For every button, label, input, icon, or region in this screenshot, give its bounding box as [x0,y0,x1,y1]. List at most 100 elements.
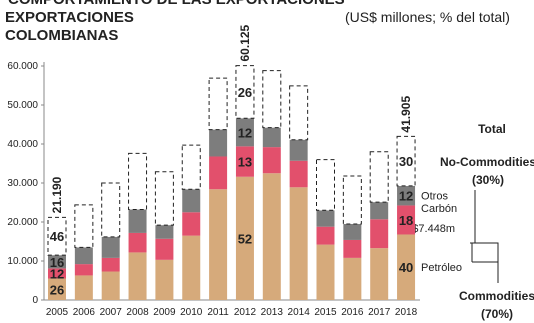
bar-segment [48,268,66,279]
total-label: 21.190 [50,176,64,213]
bar-segment [209,189,228,300]
x-tick-label: 2011 [207,307,229,318]
bar-segment [128,232,147,253]
chart-subtitle: COLOMBIANAS [5,27,118,44]
bar-segment [74,204,94,248]
group-label: Total [478,122,506,136]
y-tick-label: 60.000 [7,61,38,72]
total-label: 60.125 [238,24,252,61]
bar-segment [155,238,174,260]
group-label: (30%) [472,173,504,187]
bar-segment [396,135,416,187]
bar-segment [370,219,389,249]
bar-segment [101,182,121,238]
bar-segment [397,205,416,235]
bar-segment [208,77,228,131]
share-label: 16 [50,255,64,270]
share-label: 26 [50,282,64,297]
share-label: 18 [399,213,413,228]
bar-segment [316,244,335,300]
bar-segment [343,223,362,240]
x-tick-label: 2005 [46,307,69,318]
x-tick-label: 2012 [234,307,257,318]
y-tick-label: 10.000 [7,256,38,267]
legend-label: Otros [421,191,448,203]
share-label: 12 [50,266,64,281]
bar-segment [289,187,308,300]
bar-segment [181,144,201,190]
bar-segment [343,257,362,300]
bar-segment [182,235,201,300]
share-label: 12 [238,125,252,140]
bar-segment [128,252,147,300]
x-tick-label: 2017 [368,307,391,318]
y-tick-label: 40.000 [7,139,38,150]
bar-segment [235,118,254,147]
bar-segment [101,271,120,300]
share-label: 40 [399,260,413,275]
bar-segment [101,257,120,272]
share-label: 30 [399,154,413,169]
share-label: 26 [238,85,252,100]
share-label: 52 [238,231,252,246]
bar-segment [316,159,335,211]
bar-segment [47,216,67,256]
bar-segment [343,239,362,258]
bar-segment [48,278,66,300]
bar-segment [397,185,416,206]
x-tick-label: 2007 [100,307,123,318]
bar-segment [342,175,362,225]
legend-label: Petróleo [421,262,462,274]
group-label: Commodities [459,289,534,303]
share-label: 46 [50,229,64,244]
bar-segment [209,129,228,157]
bar-segment [289,160,308,188]
bar-segment [74,247,93,265]
bar-segment [289,85,309,141]
y-tick-label: 30.000 [7,178,38,189]
chart-title: COMPORTAMIENTO DE LAS EXPORTACIONES [8,0,345,8]
bar-segment [235,176,254,300]
bar-segment [235,65,255,119]
bar-segment [128,209,147,233]
share-label: 12 [399,189,413,204]
group-label: No-Commodities [440,155,534,169]
bar-segment [369,151,389,203]
x-tick-label: 2008 [126,307,149,318]
x-tick-label: 2015 [314,307,337,318]
bar-segment [155,259,174,300]
bar-segment [182,212,201,236]
bar-segment [101,236,120,258]
y-tick-label: 50.000 [7,100,38,111]
units-label: (US$ millones; % del total) [345,9,510,25]
bar-segment [262,173,281,300]
bar-segment [235,146,254,177]
bracket [470,190,499,283]
legend-label: Carbón [421,203,457,215]
bar-segment [74,275,93,300]
group-label: (70%) [481,307,513,321]
x-tick-label: 2018 [395,307,418,318]
x-tick-label: 2014 [288,307,311,318]
y-tick-label: 0 [32,295,38,306]
bar-segment [370,202,389,220]
chart-subtitle: EXPORTACIONES [5,9,134,26]
bar-segment [74,264,93,276]
share-label: 13 [238,155,252,170]
bar-segment [209,156,228,190]
bar-segment [182,189,201,213]
bar-segment [262,147,281,174]
total-label: 41.905 [399,96,413,133]
x-tick-label: 2010 [180,307,203,318]
bar-segment [155,225,174,239]
bar-segment [128,152,148,211]
x-tick-label: 2006 [73,307,96,318]
x-tick-label: 2013 [261,307,284,318]
bar-segment [397,234,416,300]
bar-segment [316,210,335,227]
bar-segment [316,226,335,245]
x-tick-label: 2016 [341,307,364,318]
bar-segment [154,171,174,226]
bar-segment [289,139,308,161]
